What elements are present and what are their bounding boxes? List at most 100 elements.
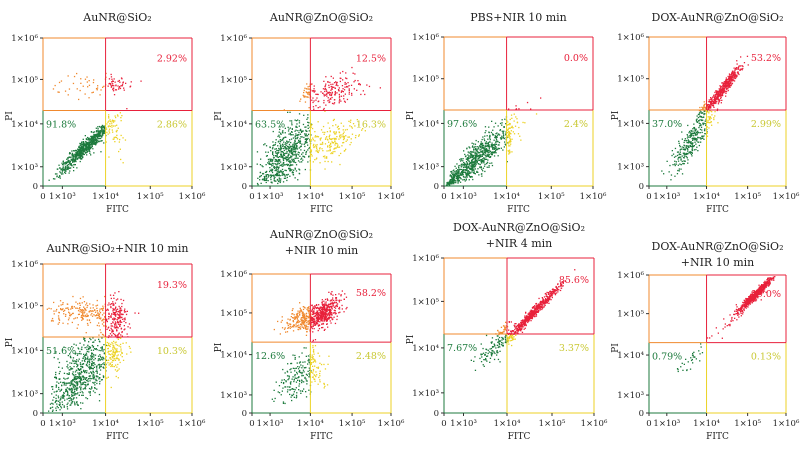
event-dot	[81, 149, 83, 151]
event-dot	[83, 359, 86, 362]
event-dot	[76, 376, 78, 378]
event-dot	[328, 91, 330, 93]
event-dot	[71, 154, 73, 157]
event-dot	[111, 318, 114, 320]
event-dot	[93, 354, 95, 356]
event-dot	[280, 132, 282, 134]
event-dot	[311, 83, 313, 85]
event-dot	[679, 149, 681, 151]
event-dot	[291, 171, 294, 173]
event-dot	[513, 133, 516, 135]
event-dot	[281, 174, 283, 176]
event-dot	[59, 404, 61, 406]
event-dot	[470, 168, 472, 171]
event-dot	[713, 118, 715, 121]
y-tick-label: 1×10⁴	[11, 346, 38, 356]
event-dot	[456, 173, 458, 175]
event-dot	[450, 180, 452, 182]
event-dot	[674, 160, 676, 162]
event-dot	[348, 89, 350, 91]
event-dot	[79, 304, 81, 306]
event-dot	[115, 343, 117, 346]
event-dot	[81, 319, 83, 321]
event-dot	[466, 172, 468, 174]
event-dot	[710, 106, 712, 108]
event-dot	[79, 147, 81, 149]
event-dot	[725, 80, 727, 82]
event-dot	[55, 409, 57, 412]
event-dot	[464, 169, 466, 171]
event-dot	[463, 162, 465, 164]
lower-left-percent: 37.0%	[652, 119, 682, 130]
event-dot	[339, 99, 341, 101]
event-dot	[69, 160, 72, 162]
event-dot	[718, 94, 720, 97]
event-dot	[686, 145, 688, 147]
event-dot	[509, 151, 511, 153]
event-dot	[509, 135, 511, 138]
event-dot	[97, 312, 99, 315]
event-dot	[721, 94, 723, 96]
event-dot	[717, 91, 720, 93]
event-dot	[113, 340, 115, 343]
event-dot	[291, 399, 293, 402]
event-dot	[91, 312, 93, 315]
event-dot	[451, 174, 454, 176]
event-dot	[86, 379, 88, 382]
event-dot	[457, 180, 459, 182]
panel-title: PBS+NIR 10 min	[470, 11, 567, 24]
event-dot	[71, 382, 73, 384]
event-dot	[46, 308, 48, 310]
event-dot	[736, 75, 738, 77]
event-dot	[92, 139, 95, 141]
event-dot	[94, 391, 96, 394]
event-dot	[112, 349, 114, 351]
event-dot	[262, 172, 264, 175]
event-dot	[297, 366, 299, 368]
event-dot	[338, 87, 340, 89]
event-dot	[113, 309, 115, 311]
event-dot	[459, 173, 461, 176]
event-dot	[70, 368, 72, 370]
event-dot	[298, 120, 301, 122]
event-dot	[676, 151, 679, 153]
event-dot	[77, 347, 79, 349]
event-dot	[51, 393, 53, 395]
event-dot	[110, 315, 112, 317]
upper-right-percent: 2.92%	[157, 54, 187, 65]
event-dot	[298, 113, 301, 115]
event-dot	[106, 318, 108, 320]
event-dot	[117, 320, 119, 323]
event-dot	[339, 136, 341, 138]
event-dot	[469, 168, 471, 170]
event-dot	[478, 163, 480, 165]
event-dot	[506, 161, 508, 163]
event-dot	[471, 151, 473, 153]
event-dot	[742, 65, 744, 68]
event-dot	[467, 172, 470, 174]
event-dot	[318, 100, 320, 102]
event-dot	[115, 306, 117, 308]
event-dot	[61, 395, 64, 397]
event-dot	[122, 162, 124, 164]
event-dot	[67, 373, 69, 375]
event-dot	[708, 104, 710, 106]
event-dot	[99, 131, 101, 133]
event-dot	[354, 137, 357, 139]
event-dot	[293, 159, 295, 161]
event-dot	[328, 135, 330, 138]
event-dot	[101, 347, 103, 349]
event-dot	[463, 176, 465, 178]
event-dot	[69, 162, 71, 165]
event-dot	[280, 164, 282, 166]
event-dot	[469, 147, 471, 149]
event-dot	[60, 80, 63, 82]
event-dot	[311, 127, 314, 130]
event-dot	[102, 309, 104, 312]
event-dot	[90, 143, 92, 146]
y-tick-label: 1×10⁵	[11, 75, 38, 85]
event-dot	[319, 162, 321, 164]
event-dot	[107, 126, 110, 128]
event-dot	[99, 329, 101, 331]
event-dot	[267, 162, 269, 164]
